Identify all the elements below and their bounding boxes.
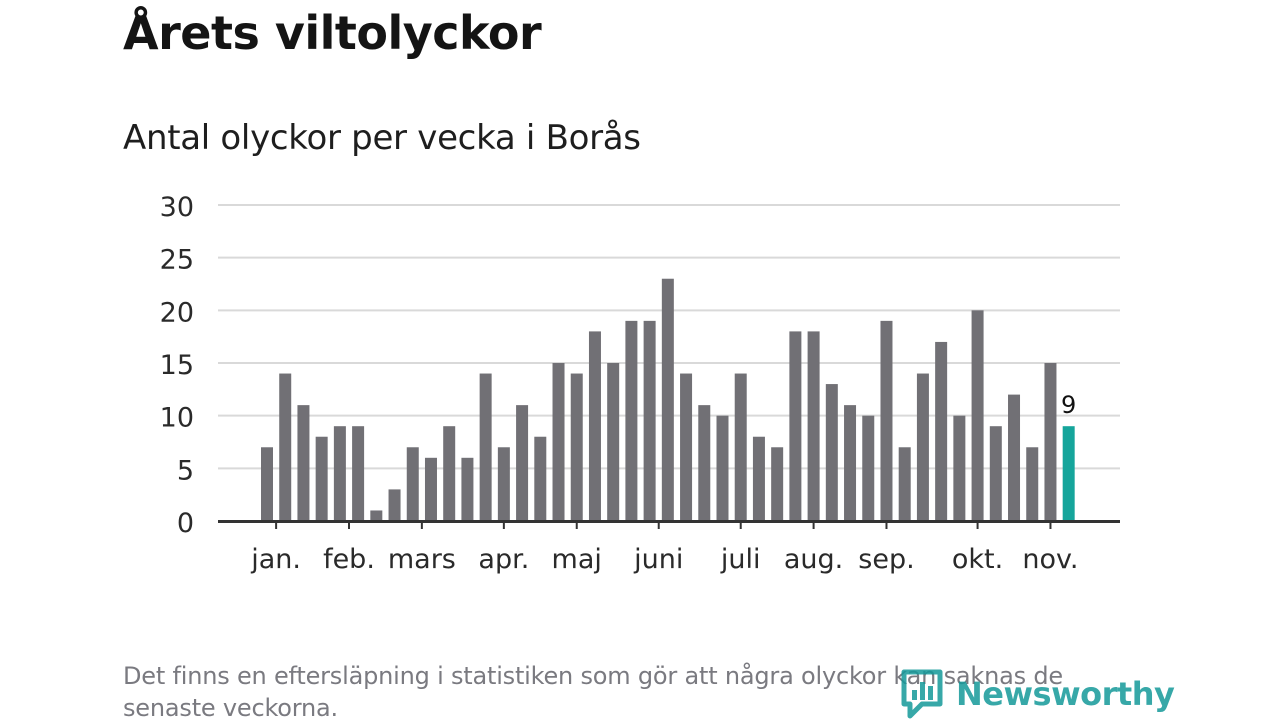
bar [898,447,911,521]
bar [752,436,765,521]
bar [971,310,984,521]
chart-subtitle: Antal olyckor per vecka i Borås [123,118,641,158]
y-tick-label: 25 [160,245,194,276]
bar [333,426,346,521]
x-tick-label: mars [388,544,456,575]
bar [1008,394,1021,521]
bar [588,331,601,521]
bar [443,426,456,521]
bar [680,373,693,521]
bar [935,341,948,521]
bar [789,331,802,521]
newsworthy-logo-icon [901,669,943,719]
bar [297,405,310,521]
y-tick-label: 10 [160,403,194,434]
y-tick-label: 5 [177,455,194,486]
bar [479,373,492,521]
bar [370,510,383,521]
bar [844,405,857,521]
bar [989,426,1002,521]
x-tick-label: jan. [250,544,301,575]
x-tick-label: maj [552,544,602,575]
bar [315,436,328,521]
bar [388,489,401,521]
bar [862,415,875,521]
bar [461,457,474,521]
x-tick-label: juli [720,544,761,575]
bar [1026,447,1039,521]
bar [570,373,583,521]
bar [497,447,510,521]
x-tick-label: feb. [323,544,375,575]
bar-highlight [1062,426,1075,521]
bar [534,436,547,521]
x-tick-label: sep. [858,544,914,575]
bar [424,457,437,521]
y-tick-label: 30 [160,192,194,223]
bar [1044,363,1057,521]
x-tick-label: apr. [478,544,529,575]
y-tick-label: 20 [160,297,194,328]
bar [352,426,365,521]
bar [643,320,656,521]
y-tick-label: 0 [177,508,194,539]
bar [771,447,784,521]
chart-title: Årets viltolyckor [123,6,542,60]
bar [698,405,711,521]
x-tick-label: aug. [784,544,843,575]
bar [661,278,674,521]
bar [516,405,529,521]
bar [916,373,929,521]
bar [625,320,638,521]
x-tick-label: juni [633,544,683,575]
brand-logo: Newsworthy [900,668,1175,720]
highlight-data-label: 9 [1061,391,1076,419]
y-tick-label: 15 [160,350,194,381]
bar [261,447,273,521]
bar [807,331,820,521]
bar [406,447,419,521]
bars [261,278,1075,521]
bar [552,363,565,521]
x-axis-month-ticks: jan. feb. mars apr. maj juni juli aug. sep. okt. n… [250,521,1079,575]
bar [953,415,966,521]
bar [279,373,292,521]
bar [716,415,729,521]
bar [825,384,838,521]
x-tick-label: nov. [1022,544,1078,575]
brand-name: Newsworthy [956,675,1175,713]
x-tick-label: okt. [952,544,1003,575]
bar [880,320,893,521]
data-labels: 9 [1061,391,1076,419]
y-axis-ticks: 0 5 10 15 20 25 30 [160,192,194,539]
bar [734,373,747,521]
bar [607,363,620,521]
